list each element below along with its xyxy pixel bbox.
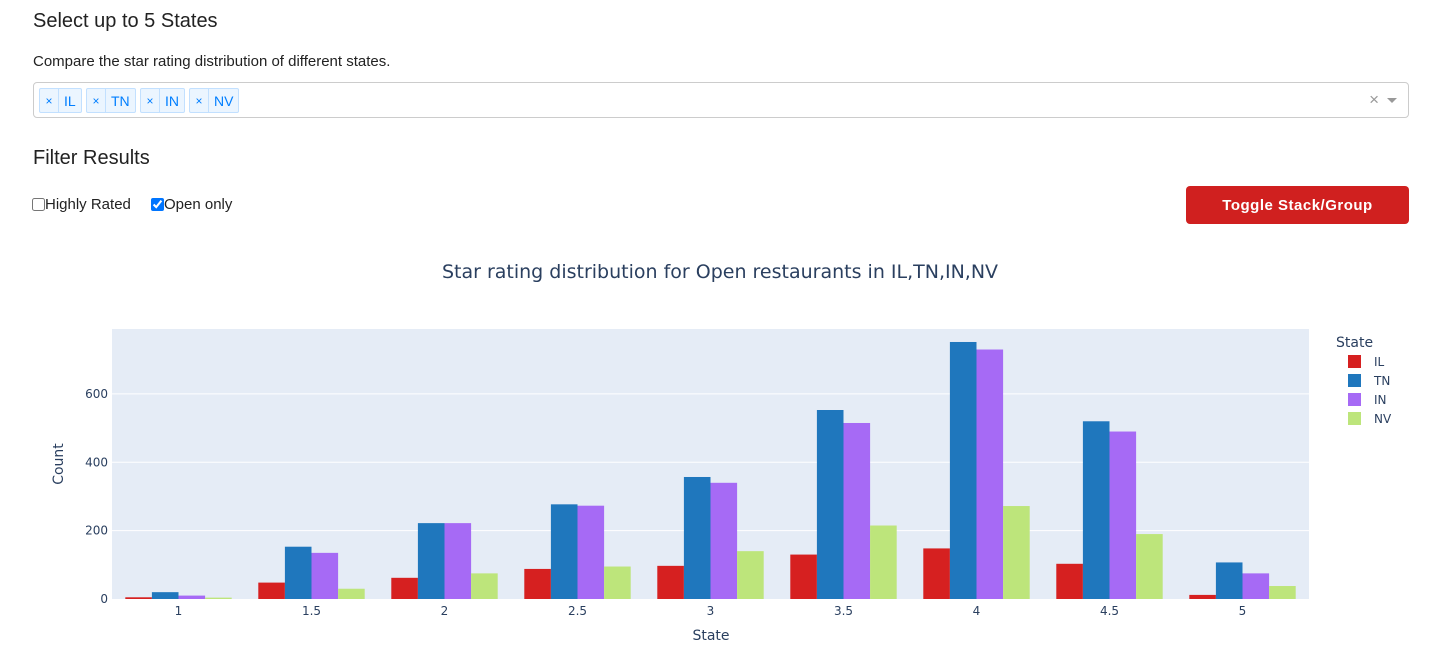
bar-nv-1 [205,597,232,599]
bar-in-3 [710,482,738,599]
bar-il-4.5 [1056,563,1083,599]
bar-nv-3 [737,551,764,599]
bar-in-5 [1242,573,1270,599]
bar-in-4 [976,349,1004,599]
bar-tn-5 [1215,562,1243,599]
dropdown-caret-icon[interactable] [1387,98,1397,103]
x-tick-label: 3 [707,604,715,618]
bar-tn-1 [151,592,179,599]
bar-nv-4.5 [1136,534,1163,599]
bar-in-2.5 [577,505,605,599]
select-states-description: Compare the star rating distribution of … [33,53,391,70]
bars [125,341,1296,599]
bar-in-1 [178,595,206,599]
x-axis-ticks: 1 1.5 2 2.5 3 3.5 4 4.5 5 [175,604,1247,618]
legend-swatch-in[interactable] [1348,393,1361,406]
toggle-stack-group-button[interactable]: Toggle Stack/Group [1186,186,1409,224]
bar-nv-1.5 [338,588,365,599]
legend-swatch-nv[interactable] [1348,412,1361,425]
x-tick-label: 3.5 [834,604,853,618]
open-only-checkbox[interactable] [151,198,164,211]
bar-nv-4 [1003,506,1030,599]
remove-tag-icon[interactable]: × [141,89,160,112]
open-only-option[interactable]: Open only [151,196,232,213]
y-axis-label: Count [51,443,67,485]
remove-tag-icon[interactable]: × [40,89,59,112]
bar-tn-2 [417,523,445,599]
highly-rated-option[interactable]: Highly Rated [32,196,131,213]
bar-il-4 [923,548,950,599]
filter-results-heading: Filter Results [33,147,150,169]
bar-il-3 [657,565,684,599]
bar-tn-1.5 [284,546,312,599]
state-tag-nv: × NV [189,88,240,113]
x-tick-label: 4 [973,604,981,618]
legend-swatch-tn[interactable] [1348,374,1361,387]
open-only-label: Open only [164,196,233,213]
select-states-heading: Select up to 5 States [33,10,218,32]
chart-title: Star rating distribution for Open restau… [442,261,998,283]
highly-rated-checkbox[interactable] [32,198,45,211]
bar-nv-2 [471,573,498,599]
bar-tn-3 [683,476,711,599]
y-tick-label: 0 [100,592,108,606]
state-tag-in: × IN [140,88,185,113]
legend-swatch-il[interactable] [1348,355,1361,368]
legend-title: State [1336,335,1373,351]
state-tag-label: IL [64,92,76,109]
bar-nv-3.5 [870,525,897,599]
state-tag-label: TN [111,92,130,109]
x-tick-label: 1.5 [302,604,321,618]
y-axis-ticks: 0 200 400 600 [85,387,108,606]
x-axis-label: State [692,628,729,644]
star-rating-chart: Star rating distribution for Open restau… [51,261,1392,644]
remove-tag-icon[interactable]: × [190,89,209,112]
bar-il-5 [1189,594,1216,599]
x-tick-label: 4.5 [1100,604,1119,618]
clear-all-icon[interactable]: × [1369,90,1379,109]
state-tag-tn: × TN [86,88,136,113]
bar-nv-2.5 [604,566,631,599]
y-tick-label: 200 [85,524,108,538]
bar-il-1 [125,597,152,599]
y-tick-label: 600 [85,387,108,401]
bar-in-1.5 [311,552,339,599]
bar-in-4.5 [1109,431,1137,599]
x-tick-label: 1 [175,604,183,618]
state-tag-label: NV [214,92,234,109]
x-tick-label: 5 [1239,604,1247,618]
legend-label-tn[interactable]: TN [1373,374,1390,388]
bar-nv-5 [1269,586,1296,599]
bar-in-3.5 [843,422,871,599]
bar-tn-2.5 [550,504,578,599]
bar-il-2 [391,577,418,599]
bar-tn-3.5 [816,410,844,599]
legend: State IL TN IN NV [1336,335,1392,426]
bar-tn-4.5 [1082,421,1110,599]
bar-il-2.5 [524,568,551,599]
highly-rated-label: Highly Rated [45,196,131,213]
state-tag-il: × IL [39,88,82,113]
bar-il-3.5 [790,554,817,599]
bar-in-2 [444,523,472,599]
legend-label-in[interactable]: IN [1374,393,1387,407]
x-tick-label: 2.5 [568,604,587,618]
legend-label-nv[interactable]: NV [1374,412,1392,426]
remove-tag-icon[interactable]: × [87,89,106,112]
bar-tn-4 [949,341,977,599]
x-tick-label: 2 [441,604,449,618]
state-tag-label: IN [165,92,179,109]
y-tick-label: 400 [85,455,108,469]
legend-label-il[interactable]: IL [1374,355,1385,369]
state-multiselect[interactable]: × IL × TN × IN × NV × [33,82,1409,118]
bar-il-1.5 [258,582,285,599]
